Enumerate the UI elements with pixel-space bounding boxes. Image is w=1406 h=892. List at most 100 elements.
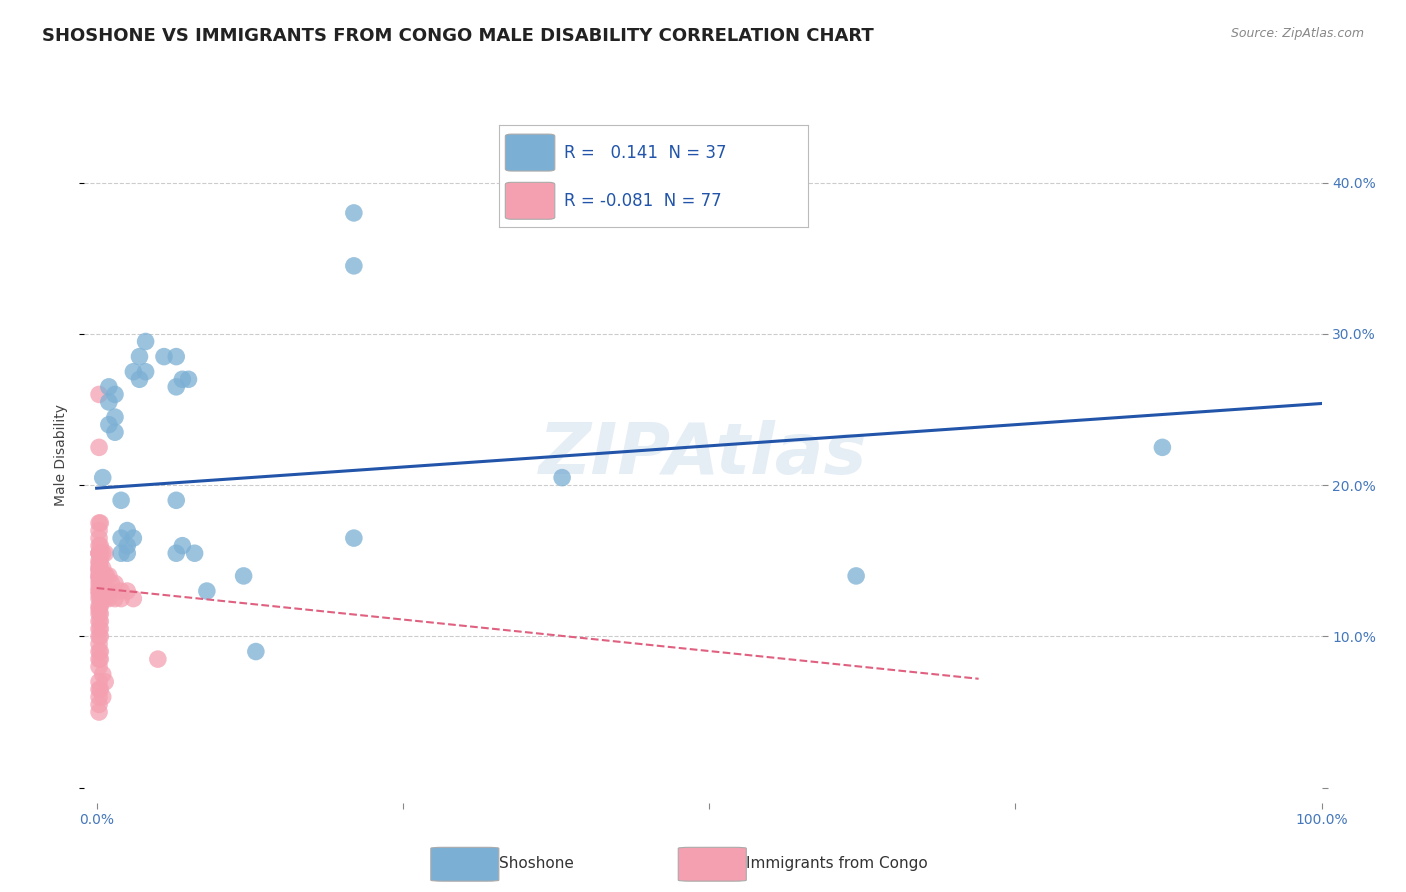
Point	[87, 524, 110, 538]
Point	[97, 417, 120, 432]
Point	[172, 372, 194, 386]
Point	[89, 591, 111, 606]
Point	[87, 576, 110, 591]
Point	[87, 539, 110, 553]
Point	[91, 591, 114, 606]
Point	[183, 546, 205, 560]
Point	[89, 644, 111, 658]
Point	[87, 546, 110, 560]
Point	[165, 380, 187, 394]
Point	[165, 493, 187, 508]
Point	[115, 546, 138, 560]
Text: Shoshone: Shoshone	[499, 855, 574, 871]
Point	[97, 395, 120, 409]
Point	[87, 698, 110, 712]
Point	[110, 493, 132, 508]
Point	[245, 644, 267, 658]
Point	[87, 622, 110, 636]
Point	[128, 372, 150, 386]
Point	[115, 524, 138, 538]
Point	[1152, 441, 1174, 455]
Point	[87, 554, 110, 568]
Text: Source: ZipAtlas.com: Source: ZipAtlas.com	[1230, 27, 1364, 40]
Point	[97, 584, 120, 599]
FancyBboxPatch shape	[430, 847, 499, 881]
Point	[97, 569, 120, 583]
Point	[104, 425, 127, 440]
Point	[87, 659, 110, 673]
Text: ZIPAtlas: ZIPAtlas	[538, 420, 868, 490]
Point	[89, 576, 111, 591]
Point	[128, 350, 150, 364]
Point	[87, 584, 110, 599]
Point	[87, 561, 110, 575]
Text: Immigrants from Congo: Immigrants from Congo	[747, 855, 928, 871]
Point	[94, 546, 117, 560]
Point	[89, 652, 111, 666]
Point	[343, 206, 366, 220]
Point	[91, 667, 114, 681]
Point	[87, 615, 110, 629]
Point	[343, 259, 366, 273]
Point	[89, 629, 111, 643]
Point	[94, 584, 117, 599]
Y-axis label: Male Disability: Male Disability	[55, 404, 69, 506]
Point	[122, 531, 145, 545]
Point	[87, 587, 110, 601]
Point	[89, 539, 111, 553]
Point	[89, 599, 111, 614]
Point	[94, 591, 117, 606]
Point	[87, 581, 110, 595]
Point	[172, 539, 194, 553]
Point	[87, 652, 110, 666]
Point	[115, 539, 138, 553]
Point	[87, 629, 110, 643]
Point	[91, 690, 114, 704]
Point	[87, 516, 110, 530]
FancyBboxPatch shape	[505, 182, 555, 219]
Point	[96, 569, 118, 583]
Point	[135, 365, 157, 379]
Point	[104, 387, 127, 401]
Point	[87, 557, 110, 571]
Point	[91, 561, 114, 575]
Point	[87, 441, 110, 455]
Point	[122, 365, 145, 379]
Text: SHOSHONE VS IMMIGRANTS FROM CONGO MALE DISABILITY CORRELATION CHART: SHOSHONE VS IMMIGRANTS FROM CONGO MALE D…	[42, 27, 875, 45]
Point	[91, 470, 114, 484]
Point	[87, 690, 110, 704]
Point	[165, 350, 187, 364]
Point	[97, 591, 120, 606]
Point	[89, 546, 111, 560]
Point	[97, 380, 120, 394]
Point	[100, 576, 122, 591]
Point	[89, 682, 111, 697]
Point	[104, 591, 127, 606]
Point	[87, 607, 110, 621]
FancyBboxPatch shape	[505, 134, 555, 171]
Point	[551, 470, 574, 484]
Point	[110, 584, 132, 599]
Point	[165, 546, 187, 560]
Point	[110, 591, 132, 606]
Point	[87, 569, 110, 583]
Point	[89, 569, 111, 583]
Point	[153, 350, 176, 364]
Point	[87, 565, 110, 579]
Point	[146, 652, 169, 666]
Point	[91, 546, 114, 560]
Point	[87, 546, 110, 560]
Text: R = -0.081  N = 77: R = -0.081 N = 77	[564, 192, 721, 210]
Point	[343, 531, 366, 545]
Point	[89, 584, 111, 599]
Point	[91, 576, 114, 591]
Point	[94, 674, 117, 689]
Point	[195, 584, 218, 599]
Point	[110, 531, 132, 545]
Point	[87, 682, 110, 697]
Point	[87, 602, 110, 616]
Point	[122, 591, 145, 606]
Point	[87, 531, 110, 545]
Point	[89, 615, 111, 629]
Point	[89, 607, 111, 621]
